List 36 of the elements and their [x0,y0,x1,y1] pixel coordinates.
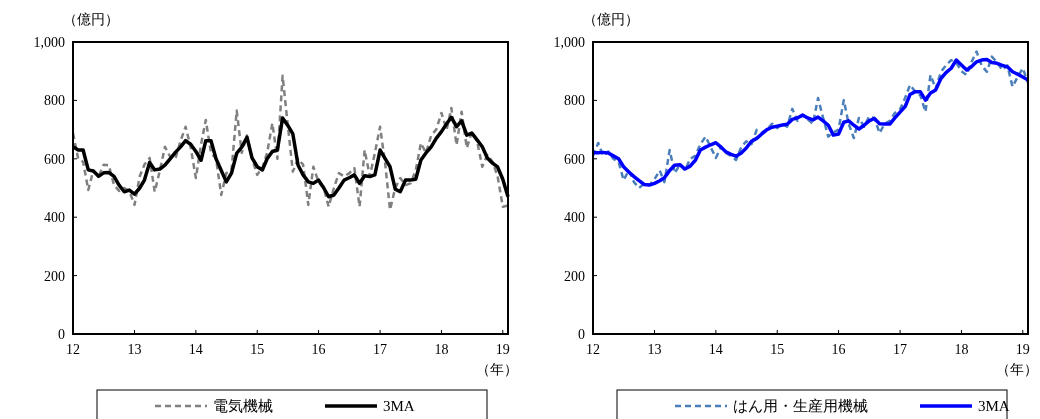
x-tick-label: 16 [831,342,846,357]
x-tick-label: 15 [770,342,785,357]
y-tick-label: 0 [58,326,65,342]
y-tick-label: 600 [44,151,65,167]
x-tick-label: 18 [434,342,449,357]
y-axis-title: （億円） [63,12,119,27]
y-tick-label: 400 [564,210,585,226]
x-tick-label: 17 [893,342,908,357]
x-tick-label: 14 [708,342,723,357]
x-tick-label: 13 [127,342,142,357]
y-tick-label: 200 [564,268,585,284]
legend-label: 3MA [978,398,1010,415]
legend-label: 電気機械 [213,398,273,415]
x-tick-label: 15 [250,342,265,357]
x-tick-label: 18 [954,342,969,357]
y-axis-title: （億円） [583,12,639,27]
y-tick-label: 1,000 [553,34,585,50]
y-tick-label: 600 [564,151,585,167]
y-tick-label: 200 [44,268,65,284]
x-tick-label: 19 [1015,342,1030,357]
x-tick-label: 12 [586,342,600,357]
x-tick-label: 16 [311,342,326,357]
x-axis-title: （年） [476,362,518,377]
y-tick-label: 800 [564,93,585,109]
legend-label: はん用・生産用機械 [733,398,868,415]
y-tick-label: 0 [578,326,585,342]
y-tick-label: 800 [44,93,65,109]
legend-label: 3MA [383,398,415,415]
y-tick-label: 400 [44,210,65,226]
x-tick-label: 12 [66,342,80,357]
y-tick-label: 1,000 [33,34,65,50]
x-tick-label: 19 [495,342,510,357]
x-tick-label: 13 [647,342,662,357]
x-axis-title: （年） [996,362,1038,377]
x-tick-label: 14 [188,342,203,357]
x-tick-label: 17 [373,342,388,357]
